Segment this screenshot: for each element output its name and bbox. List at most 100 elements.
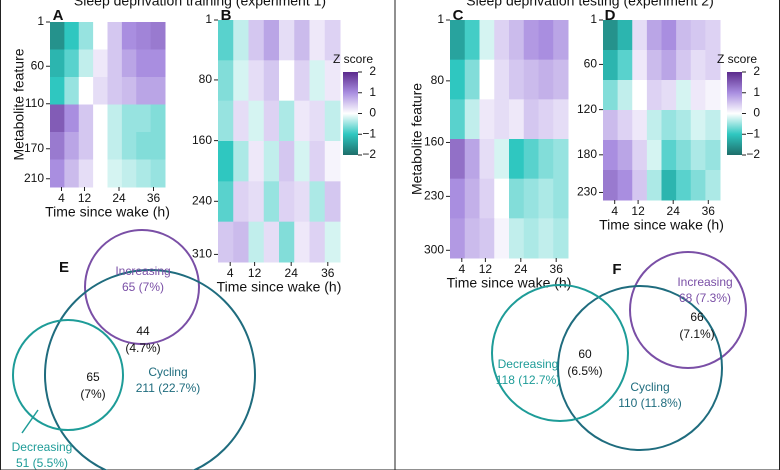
heatmap-cell — [248, 20, 265, 61]
colorbar-tick-label: −2 — [746, 147, 760, 161]
panel-label: D — [605, 7, 616, 24]
heatmap-cell — [50, 132, 65, 160]
heatmap-cell — [263, 60, 280, 102]
heatmap-cell — [78, 49, 94, 78]
overlap-count: 44 — [136, 324, 150, 338]
heatmap-cell — [690, 140, 706, 171]
heatmap-cell — [121, 22, 137, 50]
y-tick-label: 1 — [205, 12, 212, 26]
heatmap-cell — [263, 20, 280, 61]
set-count: 65 (7%) — [122, 280, 164, 294]
heatmap-cell — [494, 59, 510, 100]
overlap-percent: (7.1%) — [679, 327, 714, 341]
x-tick-label: 24 — [667, 204, 681, 218]
x-tick-label: 12 — [248, 266, 262, 280]
heatmap-cell — [248, 141, 265, 182]
y-tick-label: 60 — [31, 58, 45, 72]
heatmap-cell — [233, 60, 249, 102]
colorbar-tick-label: 1 — [753, 85, 760, 99]
heatmap-cell — [121, 77, 137, 105]
panel-label: E — [59, 259, 69, 276]
heatmap-cell — [646, 50, 662, 81]
heatmap-cell — [523, 99, 539, 140]
heatmap-cell — [705, 50, 721, 81]
heatmap-cell — [294, 60, 310, 102]
heatmap-cell — [690, 20, 706, 51]
heatmap-cell — [494, 99, 510, 140]
heatmap-cell — [107, 77, 123, 105]
heatmap-cell — [523, 20, 539, 61]
heatmap-cell — [464, 59, 480, 100]
heatmap-cell — [523, 178, 539, 219]
heatmap-cell — [136, 22, 152, 50]
heatmap-cell — [218, 221, 234, 263]
heatmap-cell — [78, 77, 94, 105]
heatmap-cell — [661, 50, 677, 81]
heatmap-cell — [705, 20, 721, 51]
y-axis-title: Metabolite feature — [409, 83, 425, 195]
heatmap-cell — [450, 59, 466, 100]
heatmap-cell — [538, 178, 554, 219]
x-tick-label: 12 — [479, 262, 493, 276]
heatmap-cell — [279, 181, 295, 223]
heatmap-cell — [479, 99, 495, 140]
heatmap-cell — [64, 104, 80, 133]
heatmap-cell — [263, 221, 280, 263]
heatmap-cell — [676, 80, 692, 111]
heatmap-cell — [676, 50, 692, 81]
heatmap-cell — [150, 104, 166, 133]
heatmap-cell — [150, 132, 166, 160]
heatmap-cell — [248, 60, 265, 102]
y-tick-label: 210 — [24, 171, 44, 185]
heatmap-cell — [309, 60, 326, 102]
heatmap-cell — [78, 104, 94, 133]
set-name: Cycling — [630, 380, 669, 394]
heatmap-cell — [705, 80, 721, 111]
heatmap-cell — [632, 140, 648, 171]
heatmap-cell — [218, 141, 234, 182]
overlap-percent: (4.7%) — [125, 341, 160, 355]
heatmap-cell — [64, 77, 80, 105]
heatmap-cell — [263, 141, 280, 182]
x-tick-label: 36 — [147, 191, 161, 205]
heatmap-cell — [107, 22, 123, 50]
colorbar-title: Z score — [333, 52, 373, 66]
x-tick-label: 36 — [321, 266, 335, 280]
heatmap-cell — [450, 218, 466, 259]
heatmap-cell — [279, 221, 295, 263]
heatmap-cell — [509, 59, 525, 100]
heatmap-cell — [136, 104, 152, 133]
x-tick-label: 12 — [631, 204, 645, 218]
set-count: 51 (5.5%) — [16, 456, 68, 470]
colorbar-title: Z score — [717, 52, 757, 66]
panel-label: C — [453, 7, 464, 24]
heatmap-cell — [646, 170, 662, 201]
heatmap-cell — [538, 218, 554, 259]
y-tick-label: 80 — [199, 72, 213, 86]
heatmap-cell — [553, 99, 569, 140]
heatmap-cell — [93, 22, 108, 50]
x-tick-label: 4 — [58, 191, 65, 205]
heatmap-cell — [509, 99, 525, 140]
colorbar — [727, 72, 742, 155]
heatmap-cell — [64, 132, 80, 160]
overlap-count: 60 — [578, 347, 592, 361]
heatmap-cell — [523, 139, 539, 180]
heatmap-cell — [494, 218, 510, 259]
heatmap-cell — [603, 140, 619, 171]
heatmap-cell — [279, 100, 295, 142]
x-tick-label: 4 — [458, 262, 465, 276]
set-count: 110 (11.8%) — [618, 396, 682, 410]
heatmap-cell — [324, 181, 341, 223]
heatmap-cell — [50, 22, 65, 50]
heatmap-cell — [509, 178, 525, 219]
venn-circle — [557, 285, 723, 451]
heatmap-cell — [93, 49, 108, 78]
heatmap-cell — [218, 181, 234, 223]
heatmap-cell — [324, 20, 341, 61]
heatmap-cell — [309, 181, 326, 223]
heatmap-cell — [603, 20, 619, 51]
y-axis-title: Metabolite feature — [11, 48, 27, 160]
heatmap-cell — [661, 170, 677, 201]
heatmap-cell — [538, 99, 554, 140]
